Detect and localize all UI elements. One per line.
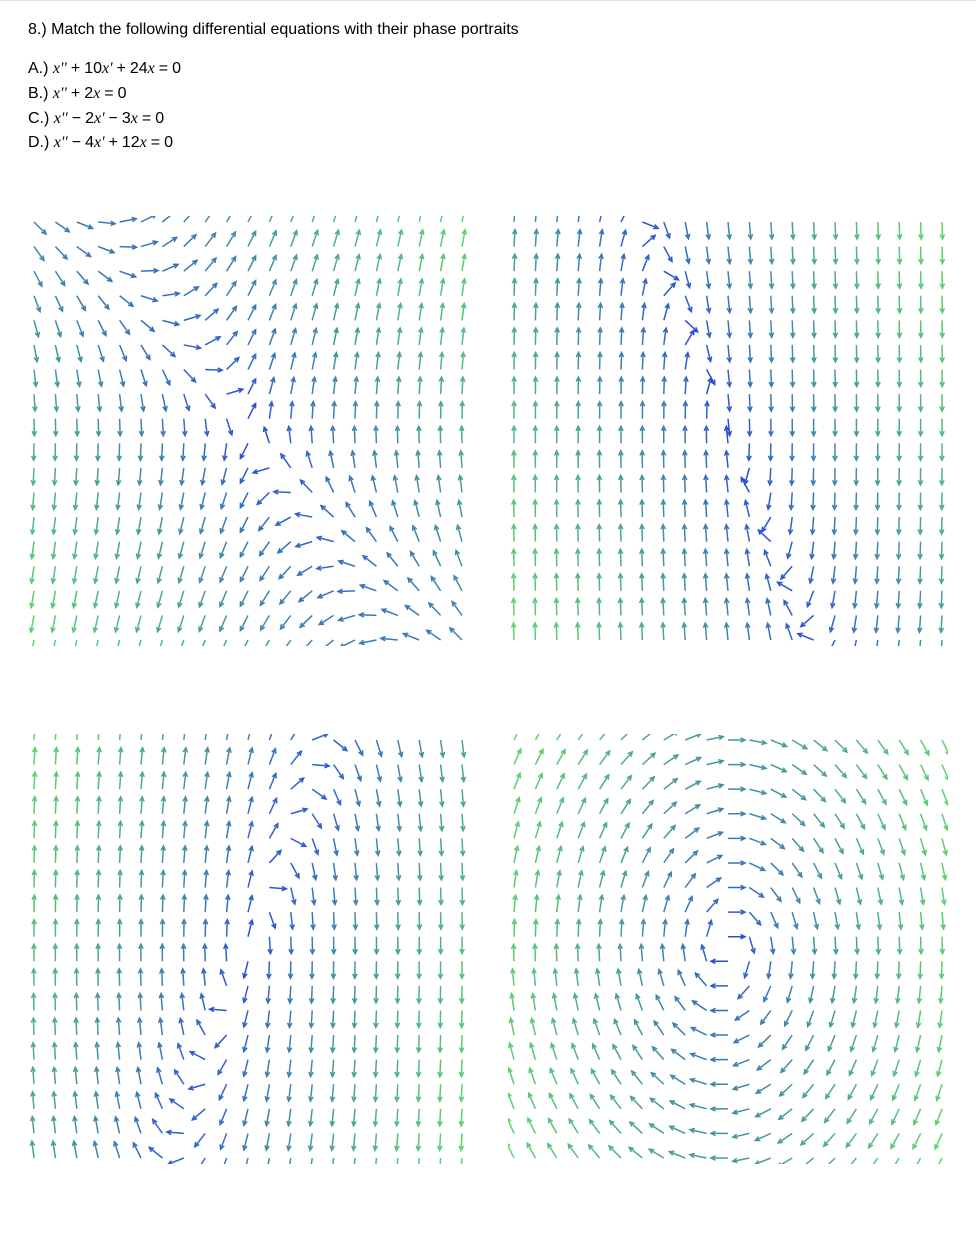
equation-a: A.) x''+10x'+24x=0 — [28, 57, 948, 82]
page: 8.) Match the following differential equ… — [0, 0, 976, 1194]
phase-portrait-bottom-left — [28, 734, 468, 1164]
equation-d: D.) x''−4x'+12x=0 — [28, 131, 948, 156]
phase-portrait-grid — [28, 216, 948, 1164]
question-number: 8.) — [28, 21, 47, 38]
question-text: Match the following differential equatio… — [51, 21, 519, 38]
phase-portrait-top-right — [508, 216, 948, 646]
equation-label: D.) — [28, 134, 49, 151]
equation-b: B.) x''+2x=0 — [28, 82, 948, 107]
phase-portrait-top-left — [28, 216, 468, 646]
equation-label: A.) — [28, 60, 48, 77]
equation-list: A.) x''+10x'+24x=0 B.) x''+2x=0 C.) x''−… — [28, 57, 948, 156]
equation-label: B.) — [28, 85, 48, 102]
equation-c: C.) x''−2x'−3x=0 — [28, 107, 948, 132]
equation-label: C.) — [28, 110, 49, 127]
phase-portrait-bottom-right — [508, 734, 948, 1164]
question-prompt: 8.) Match the following differential equ… — [28, 21, 948, 39]
